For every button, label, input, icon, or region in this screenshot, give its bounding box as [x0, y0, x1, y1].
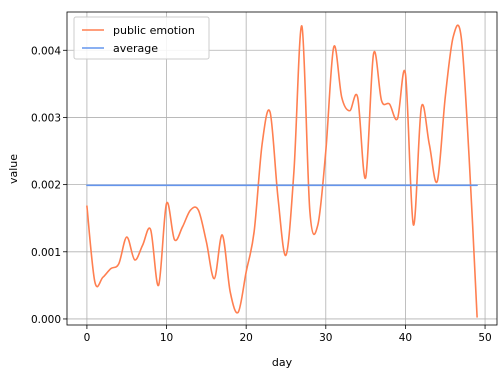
series-layer: [86, 24, 478, 318]
plot-frame: [66, 11, 498, 326]
x-tick-label: 40: [399, 332, 412, 344]
y-tick-label: 0.000: [31, 314, 61, 326]
x-tick-label: 0: [84, 332, 91, 344]
legend: public emotion average: [73, 16, 210, 60]
x-tick-label: 30: [319, 332, 332, 344]
y-tick-label: 0.004: [31, 45, 61, 57]
x-tick-label: 20: [239, 332, 252, 344]
legend-label-public-emotion: public emotion: [113, 24, 195, 37]
x-axis-label: day: [272, 356, 293, 369]
y-tick-label: 0.001: [31, 247, 61, 259]
x-tick-label: 10: [160, 332, 173, 344]
x-tick-label: 50: [478, 332, 491, 344]
x-axis: 0 10 20 30 40 50: [84, 325, 492, 344]
legend-box: [73, 16, 210, 60]
y-tick-label: 0.002: [31, 180, 61, 192]
plot-area: [67, 12, 497, 325]
y-axis: 0.000 0.001 0.002 0.003 0.004: [31, 45, 67, 326]
y-tick-label: 0.003: [31, 112, 61, 124]
y-axis-label: value: [7, 154, 20, 184]
series-line-public-emotion: [86, 24, 478, 318]
legend-label-average: average: [113, 42, 158, 55]
